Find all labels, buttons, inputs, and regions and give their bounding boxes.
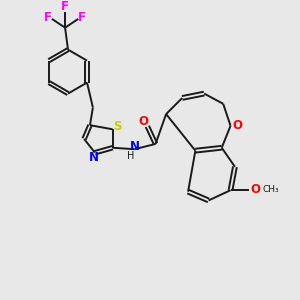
Text: F: F bbox=[78, 11, 86, 24]
Text: N: N bbox=[130, 140, 140, 153]
Text: S: S bbox=[113, 120, 122, 133]
Text: F: F bbox=[44, 11, 52, 24]
Text: O: O bbox=[251, 183, 261, 196]
Text: O: O bbox=[232, 119, 242, 132]
Text: H: H bbox=[127, 151, 135, 160]
Text: F: F bbox=[61, 0, 69, 13]
Text: CH₃: CH₃ bbox=[263, 185, 279, 194]
Text: N: N bbox=[88, 152, 98, 164]
Text: O: O bbox=[138, 115, 148, 128]
